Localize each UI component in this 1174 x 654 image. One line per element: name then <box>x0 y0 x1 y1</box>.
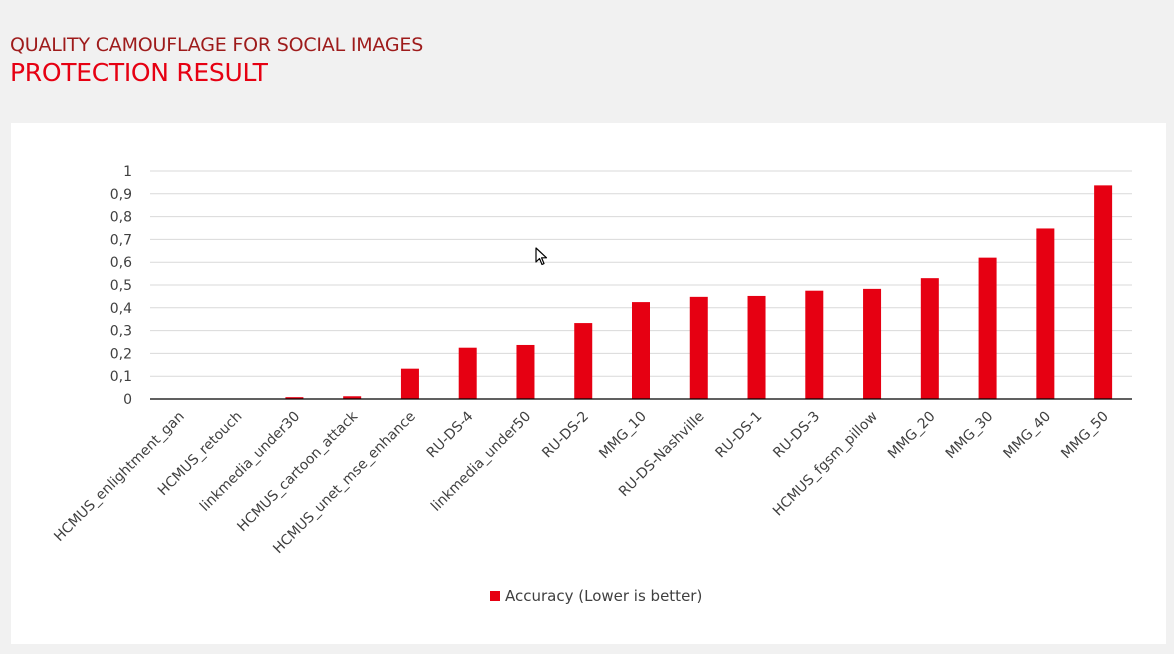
y-tick-label: 0,6 <box>110 255 132 271</box>
bar <box>1036 228 1055 399</box>
x-tick-label: HCMUS_fgsm_pillow <box>770 409 881 520</box>
x-tick-label: RU-DS-3 <box>770 409 823 462</box>
legend-swatch <box>490 591 500 601</box>
y-tick-label: 0,1 <box>110 369 132 385</box>
bar <box>285 397 304 399</box>
bar <box>805 290 824 399</box>
y-tick-label: 0,9 <box>110 187 132 203</box>
y-tick-label: 0,8 <box>110 210 132 226</box>
x-tick-label: RU-DS-2 <box>539 409 592 462</box>
legend-label: Accuracy (Lower is better) <box>505 587 702 605</box>
x-tick-label: RU-DS-1 <box>713 409 766 462</box>
bar <box>632 302 650 399</box>
bar <box>343 396 362 399</box>
bar <box>516 344 535 399</box>
x-tick-label: MMG_50 <box>1058 409 1112 463</box>
x-tick-label: MMG_20 <box>885 409 939 463</box>
x-tick-label: MMG_40 <box>1001 409 1055 463</box>
bar <box>978 257 997 399</box>
y-tick-label: 0,2 <box>110 346 132 362</box>
y-tick-label: 0,7 <box>110 232 132 248</box>
x-tick-label: MMG_10 <box>596 409 650 463</box>
chart-panel: 0 0,1 0,2 0,3 0,4 0,5 0,6 0,7 0,8 0,9 1 HCMUS_enlig… <box>11 123 1166 644</box>
bar <box>400 368 419 399</box>
bar-chart: 00,10,20,30,40,50,60,70,80,91HCMUS_enlig… <box>51 164 1132 605</box>
bar <box>1094 185 1113 399</box>
page-title: PROTECTION RESULT <box>10 58 268 87</box>
x-tick-label: linkmedia_under50 <box>428 409 534 515</box>
x-tick-label: linkmedia_under30 <box>197 409 303 515</box>
bar <box>574 323 593 399</box>
bar <box>689 296 708 399</box>
page-subtitle: QUALITY CAMOUFLAGE FOR SOCIAL IMAGES <box>10 34 424 56</box>
y-tick-label: 0 <box>123 392 132 408</box>
bar <box>863 288 882 399</box>
x-tick-label: HCMUS_cartoon_attack <box>234 408 361 535</box>
bar <box>920 278 939 399</box>
mouse-pointer-icon <box>535 247 549 271</box>
y-tick-label: 0,4 <box>110 301 132 317</box>
bar <box>458 347 477 399</box>
bar <box>747 295 766 399</box>
y-tick-label: 0,5 <box>110 278 132 294</box>
y-tick-label: 1 <box>123 164 132 180</box>
y-tick-label: 0,3 <box>110 324 132 340</box>
x-tick-label: RU-DS-4 <box>424 408 477 461</box>
x-tick-label: MMG_30 <box>943 409 997 463</box>
